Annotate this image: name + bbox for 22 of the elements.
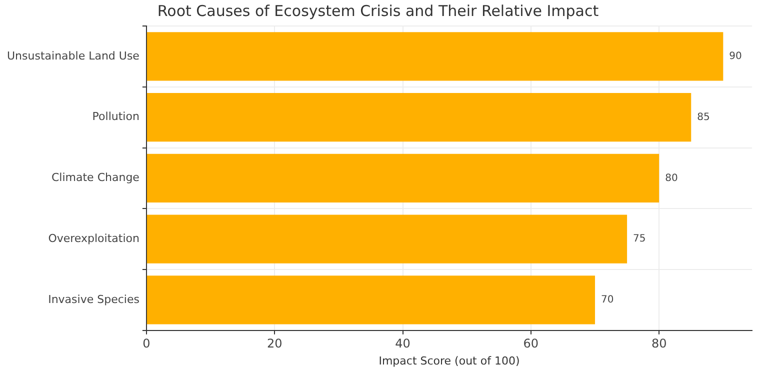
x-tick-label: 0 [142,336,150,351]
bar [146,214,628,264]
y-tick-label: Pollution [92,110,140,124]
chart-title: Root Causes of Ecosystem Crisis and Their Relative Impact [157,2,599,20]
data-label: 90 [729,51,742,62]
y-tick-label: Overexploitation [48,232,140,245]
y-tick-label: Climate Change [52,171,140,184]
x-axis-title: Impact Score (out of 100) [378,354,520,368]
data-label: 85 [697,112,710,123]
y-tick-label: Unsustainable Land Use [7,49,140,62]
x-tick-label: 80 [651,336,667,351]
x-tick-label: 40 [395,336,410,351]
x-tick-label: 20 [266,336,282,351]
data-label: 75 [633,234,646,245]
data-label: 70 [601,294,614,306]
bar [146,32,724,81]
x-tick-label: 60 [523,336,539,351]
bar [146,92,692,142]
y-tick-label: Invasive Species [48,292,140,306]
data-label: 80 [665,172,678,184]
bar [146,154,660,203]
bar [146,276,596,324]
